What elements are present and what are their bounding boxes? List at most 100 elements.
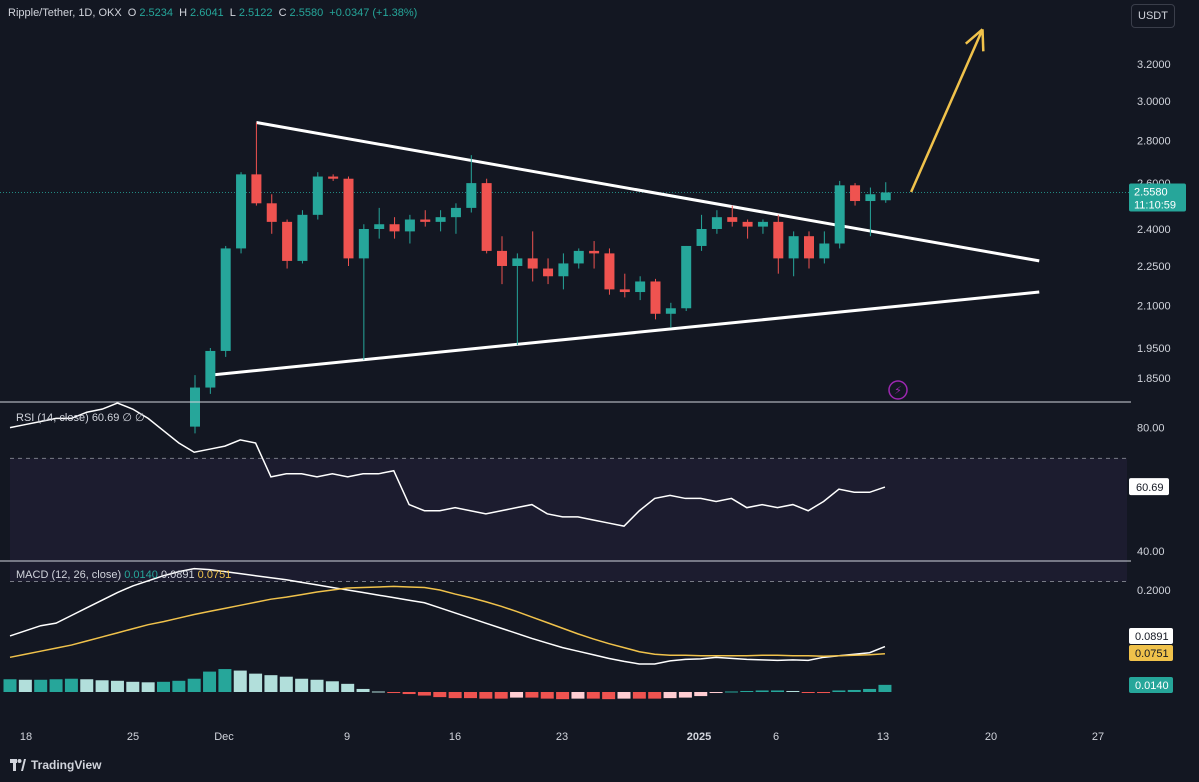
candle-body <box>527 258 538 269</box>
time-tick-label: 9 <box>344 731 350 743</box>
time-tick-label: 18 <box>20 731 32 743</box>
trendline <box>256 121 1040 263</box>
time-tick-label: 23 <box>556 731 568 743</box>
price-tick-label: 2.8000 <box>1137 136 1171 148</box>
macd-histogram-bar <box>95 680 109 692</box>
time-tick-label: 13 <box>877 731 889 743</box>
time-axis[interactable]: 18 25 Dec 9 16 23 2025 6 13 20 27 <box>20 731 1104 743</box>
price-tick-label: 2.4000 <box>1137 224 1171 236</box>
candle-body <box>757 221 768 227</box>
macd-histogram-bar <box>110 680 124 692</box>
candle-body <box>558 263 569 277</box>
macd-histogram-bar <box>371 691 385 693</box>
tradingview-logo-icon <box>10 759 26 771</box>
macd-histogram-bar <box>817 692 831 694</box>
candle-body <box>404 219 415 232</box>
candle-body <box>665 308 676 314</box>
macd-hist-value: 0.0140 <box>124 569 158 581</box>
macd-line-value: 0.0891 <box>160 569 195 581</box>
candle-body <box>374 224 385 229</box>
candle-body <box>788 236 799 259</box>
time-tick-label: Dec <box>214 731 234 743</box>
time-tick-label: 20 <box>985 731 997 743</box>
rsi-label[interactable]: RSI (14, close) <box>16 412 89 424</box>
price-tick-label: 2.2500 <box>1137 261 1171 273</box>
lightning-icon[interactable] <box>888 380 908 400</box>
macd-histogram-bar <box>556 692 570 700</box>
candle-body <box>681 245 692 309</box>
macd-histogram-bar <box>80 679 94 692</box>
price-tag-value: 2.5580 <box>1134 186 1168 198</box>
tradingview-branding[interactable]: TradingView <box>10 758 101 772</box>
high-label: H <box>179 7 188 19</box>
candle-body <box>635 281 646 293</box>
macd-signal-value: 0.0751 <box>197 569 232 581</box>
macd-histogram-bar <box>724 691 738 693</box>
macd-value-tag-box <box>1129 677 1173 693</box>
time-tick-label: 6 <box>773 731 779 743</box>
low-label: L <box>229 7 236 19</box>
candle-body <box>711 217 722 229</box>
candle-body <box>773 221 784 259</box>
price-axis[interactable]: 3.20003.00002.80002.60002.40002.25002.10… <box>1129 59 1186 385</box>
macd-histogram-bar <box>464 692 477 699</box>
price-tick-label: 3.0000 <box>1137 96 1171 108</box>
macd-histogram-bar <box>18 679 32 692</box>
price-tag-countdown: 11:10:59 <box>1134 199 1176 211</box>
macd-histogram-bar <box>632 692 646 699</box>
macd-histogram-bar <box>203 671 217 692</box>
macd-histogram-bar <box>847 689 861 692</box>
macd-value-tag: 0.0140 <box>1135 680 1169 692</box>
change-value: +0.0347 (+1.38%) <box>329 7 418 19</box>
chart-header: Ripple/Tether, 1D, OKX O 2.5234 H 2.6041 L… <box>8 7 420 19</box>
macd-histogram-bar <box>218 669 232 692</box>
candle-body <box>804 236 814 259</box>
macd-histogram-bar <box>387 692 401 694</box>
rsi-tick-label: 40.00 <box>1137 546 1165 558</box>
candle-body <box>450 207 461 218</box>
candle-body <box>358 228 369 259</box>
macd-series-line <box>9 585 886 659</box>
candle-body <box>819 243 830 259</box>
macd-histogram-bar <box>832 690 846 692</box>
price-tick-label: 1.9500 <box>1137 343 1171 355</box>
macd-histogram-bar <box>694 692 708 697</box>
macd-histogram-bar <box>740 690 754 692</box>
rsi-value-tag-box <box>1129 478 1169 496</box>
macd-histogram-bar <box>786 690 800 692</box>
triangle-trendlines <box>210 121 1040 377</box>
macd-histogram-bar <box>602 692 616 700</box>
macd-histogram-bar <box>310 679 324 692</box>
candle-body <box>850 185 861 202</box>
macd-histogram-bar <box>863 688 877 692</box>
candle-body <box>220 248 231 351</box>
candle-body <box>343 178 354 259</box>
macd-series-line <box>9 567 886 665</box>
macd-histogram-bar <box>3 679 17 692</box>
macd-histogram-bar <box>709 692 723 694</box>
macd-histogram-bar <box>617 692 631 699</box>
time-tick-label: 2025 <box>687 731 711 743</box>
macd-histogram-bar <box>249 673 263 692</box>
macd-histogram-bar <box>771 690 784 692</box>
candle-body <box>619 289 630 293</box>
projection-arrow-head <box>981 29 985 52</box>
candle-body <box>834 185 845 244</box>
time-tick-label: 27 <box>1092 731 1104 743</box>
price-tag-box <box>1129 183 1186 212</box>
macd-label[interactable]: MACD (12, 26, close) <box>16 569 122 581</box>
candle-body <box>604 253 615 290</box>
currency-button[interactable]: USDT <box>1131 4 1175 28</box>
rsi-value-tag: 60.69 <box>1136 482 1164 494</box>
candle-body <box>512 258 523 266</box>
candlesticks <box>190 122 891 434</box>
macd-histogram-bar <box>540 692 554 699</box>
candle-body <box>880 192 891 201</box>
macd-histogram-bar <box>34 679 48 692</box>
symbol-title[interactable]: Ripple/Tether, 1D, OKX <box>8 7 122 19</box>
candle-body <box>236 174 247 249</box>
candle-body <box>282 221 293 261</box>
macd-histogram-bar <box>586 692 600 699</box>
macd-histogram-bar <box>525 692 539 698</box>
